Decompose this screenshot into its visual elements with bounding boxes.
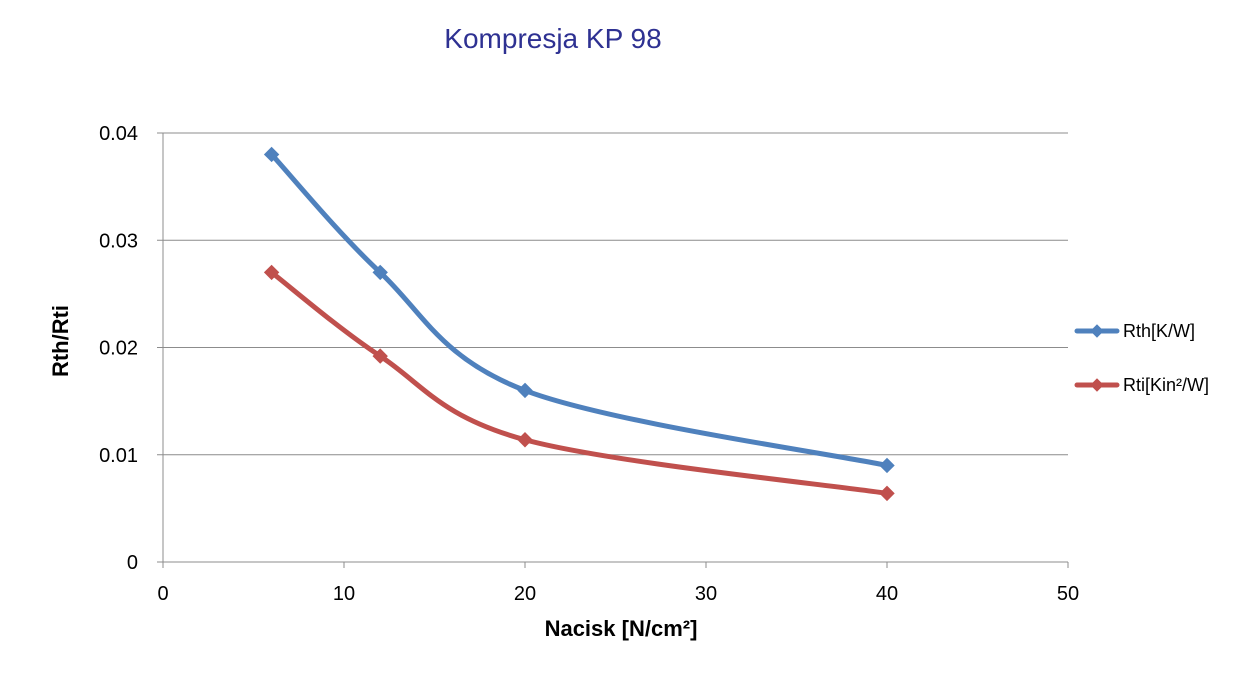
series-0-point-3 <box>879 457 895 474</box>
x-tick-label-3: 30 <box>695 583 717 605</box>
y-tick-label-3: 0.03 <box>99 230 138 252</box>
legend-swatch-marker-0 <box>1090 324 1104 338</box>
series-layer <box>263 146 895 502</box>
y-tick-label-0: 0 <box>127 552 138 574</box>
x-tick-label-4: 40 <box>876 583 898 605</box>
y-tick-label-4: 0.04 <box>99 123 138 145</box>
legend-label-1: Rti[Kin²/W] <box>1123 375 1209 395</box>
y-tick-label-2: 0.02 <box>99 338 138 360</box>
x-axis-label: Nacisk [N/cm²] <box>545 616 698 641</box>
series-0 <box>263 146 895 474</box>
series-1-point-3 <box>879 485 895 502</box>
series-1-point-1 <box>372 348 388 364</box>
y-axis-label: Rth/Rti <box>48 305 73 377</box>
legend-swatch-marker-1 <box>1090 378 1104 392</box>
x-tick-label-1: 10 <box>333 583 355 605</box>
x-tick-label-5: 50 <box>1057 583 1079 605</box>
series-0-line <box>269 151 890 468</box>
x-tick-label-0: 0 <box>157 583 168 605</box>
series-1 <box>263 264 895 502</box>
series-0-point-0 <box>263 146 280 163</box>
legend-label-0: Rth[K/W] <box>1123 321 1195 341</box>
legend-item-1: Rti[Kin²/W] <box>1074 375 1209 395</box>
series-0-point-1 <box>372 264 388 281</box>
y-tick-label-1: 0.01 <box>99 445 138 467</box>
grid-lines <box>163 132 1068 456</box>
legend: Rth[K/W] Rti[Kin²/W] <box>1074 321 1209 395</box>
series-1-line <box>269 269 890 496</box>
series-1-point-2 <box>517 432 533 448</box>
series-1-point-0 <box>263 264 280 281</box>
axes: 0 0.01 0.02 0.03 0.04 0 10 20 30 40 50 <box>99 123 1079 605</box>
series-0-point-2 <box>517 382 533 399</box>
chart-title: Kompresja KP 98 <box>444 23 661 54</box>
legend-item-0: Rth[K/W] <box>1074 321 1195 341</box>
x-tick-label-2: 20 <box>514 583 536 605</box>
